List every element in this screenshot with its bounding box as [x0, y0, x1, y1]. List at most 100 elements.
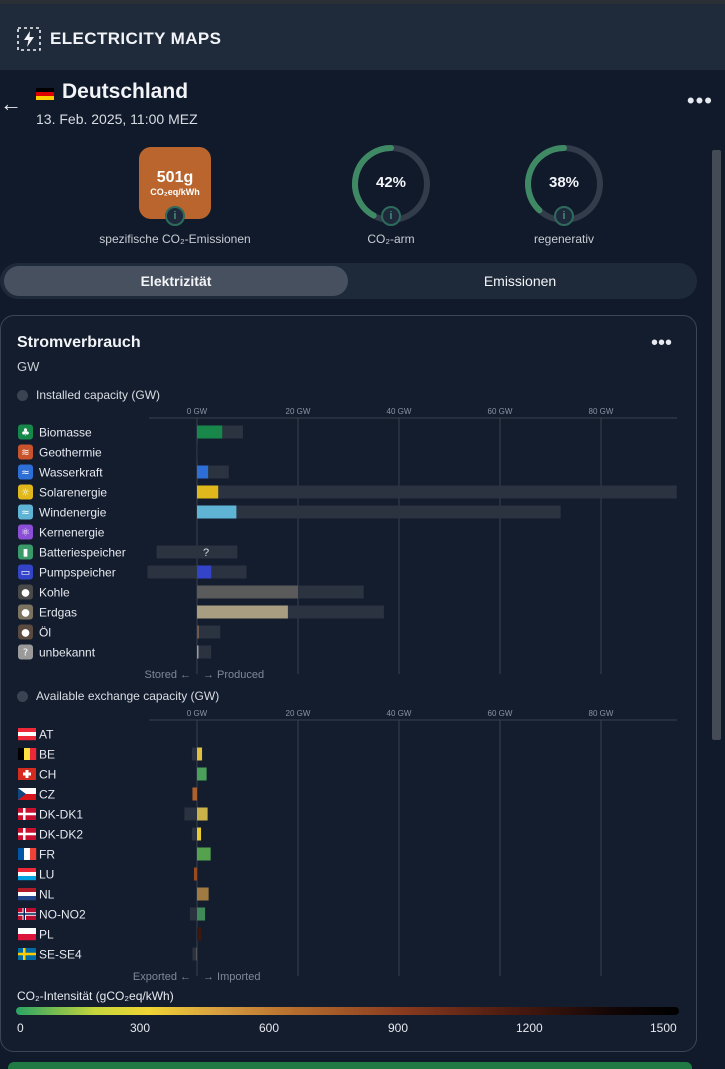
production-section-label: Installed capacity (GW): [36, 388, 161, 402]
zone-label[interactable]: LU: [39, 868, 54, 882]
zone-label[interactable]: DK-DK1: [39, 808, 83, 822]
zone-label[interactable]: SE-SE4: [39, 948, 82, 962]
capacity-bar: [197, 485, 677, 499]
axis-tick-label: 80 GW: [589, 709, 614, 718]
exchange-bar[interactable]: [197, 747, 203, 761]
production-bar[interactable]: [197, 645, 199, 659]
exchange-bar[interactable]: [197, 807, 208, 821]
axis-tick-label: 80 GW: [589, 407, 614, 416]
axis-tick-label: 40 GW: [387, 709, 412, 718]
zone-label[interactable]: PL: [39, 928, 54, 942]
svg-text:●: ●: [21, 628, 30, 639]
capacity-bar: [197, 545, 238, 559]
storage-capacity-bar: [156, 545, 197, 559]
production-toggle-dot-icon: [17, 389, 28, 401]
stored-label: Stored ←: [145, 669, 191, 681]
zone-label[interactable]: CH: [39, 768, 56, 782]
source-label: unbekannt: [39, 646, 96, 660]
exchange-bar[interactable]: [197, 847, 211, 861]
zone-label[interactable]: BE: [39, 748, 55, 762]
zone-label[interactable]: CZ: [39, 788, 55, 802]
production-bar[interactable]: [197, 505, 237, 519]
at-flag-icon: [18, 728, 36, 741]
app-logo[interactable]: ELECTRICITY MAPS: [16, 26, 221, 52]
water-icon: ≈: [18, 464, 33, 480]
production-bar[interactable]: [197, 605, 288, 619]
no-no2-flag-icon: [18, 908, 36, 920]
exchange-bar[interactable]: [193, 867, 197, 881]
production-bar[interactable]: [197, 565, 212, 579]
more-options-icon[interactable]: •••: [686, 88, 713, 113]
axis-tick-label: 60 GW: [488, 709, 513, 718]
production-bar[interactable]: [197, 465, 209, 479]
exported-label: Exported ←: [133, 971, 191, 983]
tab-emissions[interactable]: Emissionen: [483, 273, 557, 289]
exchange-bar[interactable]: [197, 927, 202, 941]
cz-flag-icon: [18, 788, 36, 800]
production-bar[interactable]: [197, 625, 200, 639]
carbon-intensity-value: 501g: [156, 169, 194, 186]
source-label: Geothermie: [39, 446, 102, 460]
zone-datetime: 13. Feb. 2025, 11:00 MEZ: [36, 111, 198, 127]
carbon-intensity-info-icon[interactable]: i: [165, 206, 185, 226]
zone-name: Deutschland: [62, 80, 189, 103]
low-carbon-info-icon[interactable]: i: [381, 206, 401, 226]
exchange-bar[interactable]: [197, 887, 209, 901]
renewable-info-icon[interactable]: i: [554, 206, 574, 226]
production-bar[interactable]: [197, 485, 219, 499]
source-label: Erdgas: [39, 606, 77, 620]
svg-text:●: ●: [21, 608, 30, 619]
scrollbar[interactable]: [712, 150, 721, 740]
card-more-options-icon[interactable]: •••: [650, 332, 672, 354]
exchange-toggle-dot-icon: [17, 690, 28, 702]
source-label: Öl: [39, 626, 51, 640]
production-bar[interactable]: [197, 585, 298, 599]
exchange-bar[interactable]: [195, 947, 197, 961]
legend-tick: 0: [17, 1021, 24, 1035]
svg-text:≈: ≈: [21, 468, 29, 479]
source-label: Pumpspeicher: [39, 566, 116, 580]
back-arrow-icon[interactable]: ←: [0, 91, 22, 116]
exchange-chart: 0 GW 20 GW 40 GW 60 GW 80 GW AT BE CH CZ DK-DK1 DK…: [18, 709, 677, 983]
pl-flag-icon: [18, 928, 36, 941]
exchange-bar[interactable]: [192, 787, 197, 801]
svg-text:♣: ♣: [21, 428, 30, 439]
be-flag-icon: [18, 748, 37, 760]
card-unit: GW: [17, 359, 40, 374]
svg-text:☼: ☼: [21, 488, 30, 499]
production-section-toggle[interactable]: Installed capacity (GW): [17, 388, 160, 402]
zone-label[interactable]: FR: [39, 848, 55, 862]
unknown-value-marker: ?: [203, 547, 209, 559]
exchange-bar[interactable]: [197, 827, 202, 841]
source-label: Batteriespeicher: [39, 546, 126, 560]
tab-electricity[interactable]: Elektrizität: [4, 266, 348, 296]
renewable-gauge-fill: [525, 145, 567, 214]
exchange-section-toggle[interactable]: Available exchange capacity (GW): [17, 689, 219, 703]
zone-label[interactable]: AT: [39, 728, 54, 742]
carbon-intensity-unit: CO₂eq/kWh: [150, 187, 200, 197]
ch-flag-icon: [18, 768, 36, 780]
capacity-bar: [197, 505, 561, 519]
coal-icon: ●: [18, 584, 33, 600]
svg-text:▮: ▮: [23, 548, 29, 559]
capacity-bar: [197, 445, 198, 459]
exchange-bar[interactable]: [197, 907, 206, 921]
exchange-section-label: Available exchange capacity (GW): [36, 689, 220, 703]
svg-text:⚛: ⚛: [21, 528, 30, 539]
zone-label[interactable]: NO-NO2: [39, 908, 86, 922]
produced-label: → Produced: [203, 669, 264, 681]
wind-icon: ≈: [18, 504, 33, 520]
capacity-bar: [197, 645, 212, 659]
legend-tick: 1200: [516, 1021, 543, 1035]
svg-text:?: ?: [23, 648, 28, 659]
zone-label[interactable]: NL: [39, 888, 55, 902]
production-bar[interactable]: [197, 425, 223, 439]
exchange-bar[interactable]: [197, 767, 207, 781]
app-title: ELECTRICITY MAPS: [50, 29, 222, 48]
consumption-card: Stromverbrauch GW ••• Installed capacity…: [0, 315, 697, 1052]
card-title: Stromverbrauch: [17, 334, 141, 351]
source-label: Kernenergie: [39, 526, 105, 540]
zone-label[interactable]: DK-DK2: [39, 828, 83, 842]
lightning-logo-icon: [17, 27, 41, 51]
nl-flag-icon: [18, 888, 36, 901]
